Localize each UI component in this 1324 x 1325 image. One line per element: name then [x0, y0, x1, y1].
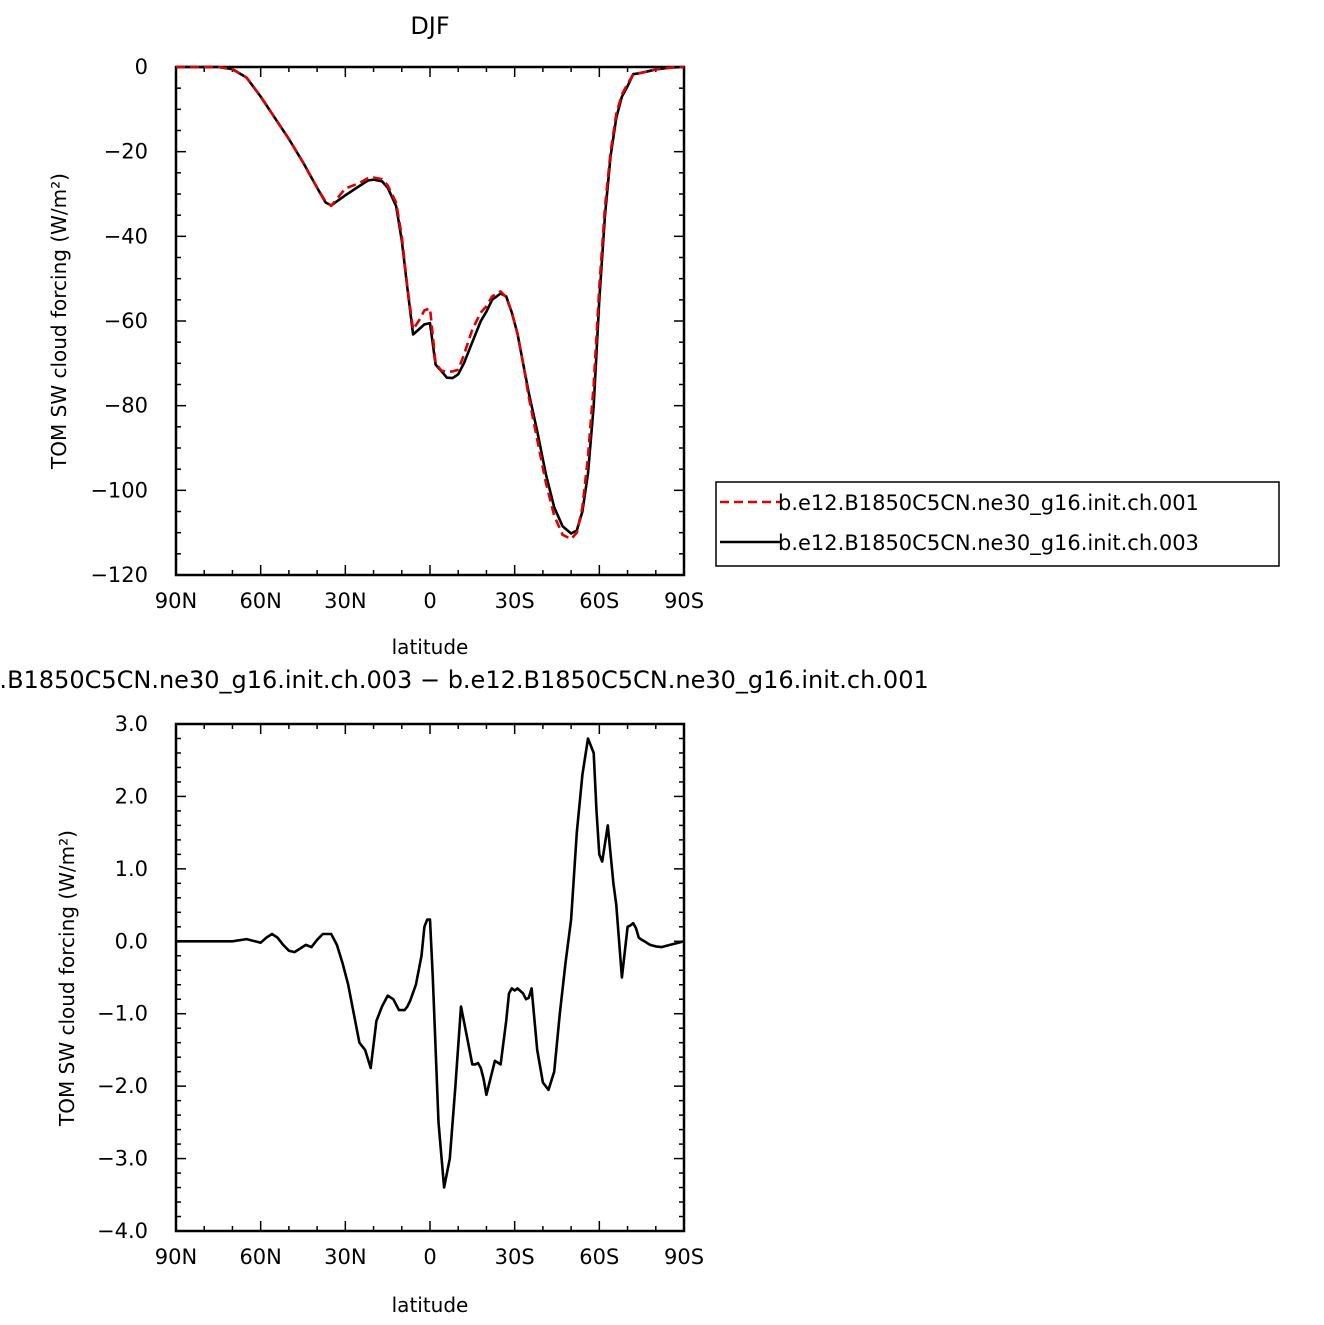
bottom-x-tick-label: 0	[423, 1245, 436, 1269]
top-chart: DJF 90N 60N 30N 0 30S 60S 90S 0 −20 −40 −60 −80 −100…	[47, 12, 704, 659]
top-y-axis-label: TOM SW cloud forcing (W/m²)	[47, 173, 71, 470]
bottom-x-axis-label: latitude	[392, 1293, 469, 1317]
top-y-tick-label: −60	[104, 309, 148, 333]
bottom-x-tick-label: 60S	[579, 1245, 619, 1269]
top-y-tick-label: −100	[90, 478, 148, 502]
top-y-tick-label: −40	[104, 224, 148, 248]
top-x-tick-label: 0	[423, 589, 436, 613]
bottom-y-tick-label: −1.0	[97, 1002, 148, 1026]
top-x-tick-label: 90N	[155, 589, 197, 613]
bottom-x-tick-label: 90S	[664, 1245, 704, 1269]
bottom-plot-area: 90N 60N 30N 0 30S 60S 90S 3.0 2.0 1.0 0.0 −1.0 −2.0 −…	[97, 712, 704, 1269]
bottom-y-axis-label: TOM SW cloud forcing (W/m²)	[55, 830, 79, 1127]
legend: b.e12.B1850C5CN.ne30_g16.init.ch.001 b.e…	[715, 481, 1280, 567]
top-y-tick-label: −20	[104, 140, 148, 164]
legend-label-001: b.e12.B1850C5CN.ne30_g16.init.ch.001	[778, 491, 1199, 516]
bottom-chart: b.e12.B1850C5CN.ne30_g16.init.ch.003 − b…	[0, 666, 929, 1317]
bottom-x-tick-label: 60N	[239, 1245, 281, 1269]
bottom-series-line-difference	[176, 737, 685, 1189]
top-y-tick-label: −80	[104, 394, 148, 418]
bottom-y-tick-label: 1.0	[115, 857, 148, 881]
top-series-lines	[176, 65, 685, 541]
bottom-x-tick-label: 30N	[324, 1245, 366, 1269]
top-x-tick-label: 30N	[324, 589, 366, 613]
top-x-axis-label: latitude	[392, 635, 469, 659]
bottom-y-tick-label: −3.0	[97, 1147, 148, 1171]
legend-label-003: b.e12.B1850C5CN.ne30_g16.init.ch.003	[778, 531, 1199, 556]
bottom-chart-title: b.e12.B1850C5CN.ne30_g16.init.ch.003 − b…	[0, 666, 929, 694]
bottom-y-tick-label: −4.0	[97, 1219, 148, 1243]
legend-box	[715, 481, 1280, 567]
bottom-y-tick-label: 0.0	[115, 929, 148, 953]
top-x-tick-label: 90S	[664, 589, 704, 613]
top-series-line-003	[176, 65, 685, 535]
top-y-tick-label: −120	[90, 563, 148, 587]
bottom-y-tick-label: −2.0	[97, 1074, 148, 1098]
top-y-tick-label: 0	[135, 55, 148, 79]
bottom-x-tick-label: 30S	[495, 1245, 535, 1269]
top-plot-area: 90N 60N 30N 0 30S 60S 90S 0 −20 −40 −60 −80 −100 −120	[90, 55, 704, 613]
bottom-x-tick-label: 90N	[155, 1245, 197, 1269]
top-plot-frame	[174, 65, 686, 577]
bottom-plot-frame	[174, 722, 686, 1233]
top-chart-title: DJF	[410, 12, 449, 40]
top-x-tick-label: 30S	[495, 589, 535, 613]
top-x-tick-label: 60S	[579, 589, 619, 613]
bottom-y-tick-label: 3.0	[115, 712, 148, 736]
bottom-y-tick-label: 2.0	[115, 784, 148, 808]
top-series-line-001	[176, 65, 685, 541]
bottom-series-lines	[176, 737, 685, 1189]
top-x-tick-label: 60N	[239, 589, 281, 613]
